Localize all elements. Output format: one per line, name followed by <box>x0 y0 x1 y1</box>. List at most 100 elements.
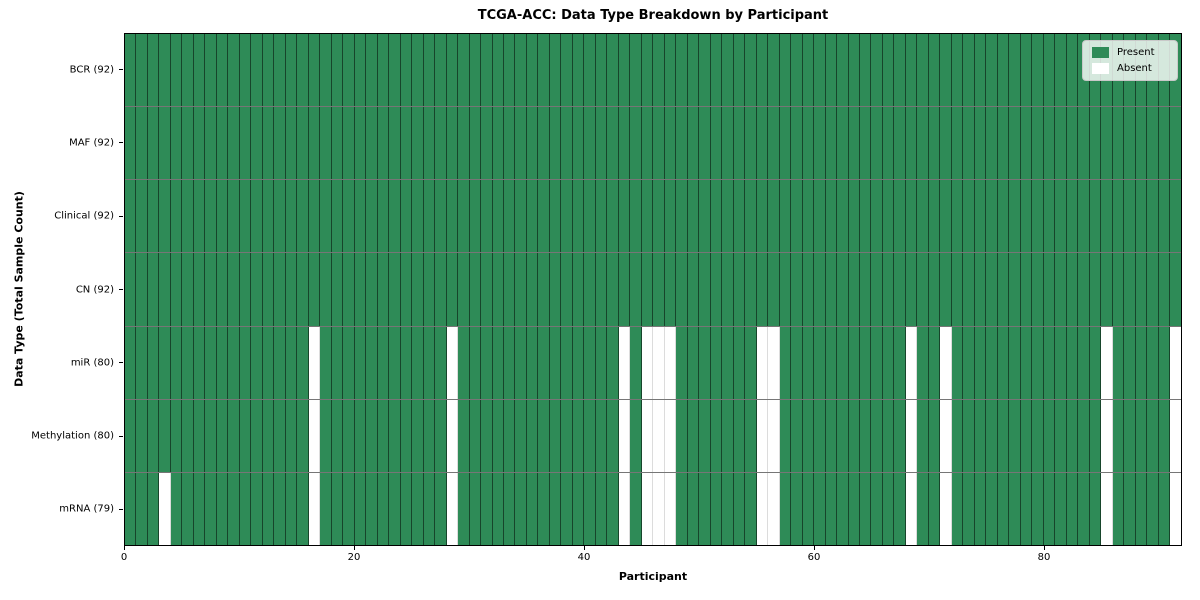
heatmap-cell <box>997 326 1010 399</box>
heatmap-cell <box>1020 472 1033 545</box>
heatmap-cell <box>469 253 482 326</box>
heatmap-cell <box>745 399 757 472</box>
heatmap-cell <box>412 180 424 253</box>
heatmap-cell <box>768 399 780 472</box>
heatmap-cell <box>205 253 217 326</box>
heatmap-cell <box>710 180 723 253</box>
heatmap-cell <box>274 180 286 253</box>
legend-item-present: Present <box>1092 47 1168 58</box>
heatmap-cell <box>584 326 596 399</box>
heatmap-cell <box>262 472 275 545</box>
heatmap-cell <box>641 180 654 253</box>
plot-area <box>124 33 1182 546</box>
heatmap-cell <box>549 399 562 472</box>
heatmap-cell <box>549 326 562 399</box>
heatmap-cell <box>1032 472 1044 545</box>
heatmap-cell <box>400 34 413 107</box>
heatmap-cell <box>285 180 298 253</box>
heatmap-cell <box>664 326 677 399</box>
heatmap-cell <box>1078 107 1090 180</box>
heatmap-cell <box>400 472 413 545</box>
heatmap-cell <box>354 472 367 545</box>
heatmap-cell <box>722 326 734 399</box>
heatmap-cell <box>974 34 987 107</box>
heatmap-cell <box>779 180 792 253</box>
heatmap-cell <box>595 253 608 326</box>
heatmap-cell <box>377 399 390 472</box>
heatmap-cell <box>274 326 286 399</box>
heatmap-cell <box>699 472 711 545</box>
heatmap-cell <box>837 34 849 107</box>
heatmap-cell <box>630 399 642 472</box>
heatmap-cell <box>1170 253 1181 326</box>
heatmap-cell <box>170 34 183 107</box>
heatmap-cell <box>125 326 137 399</box>
heatmap-cell <box>561 34 573 107</box>
heatmap-cell <box>1124 399 1136 472</box>
heatmap-cell <box>1055 399 1067 472</box>
heatmap-cell <box>756 107 769 180</box>
heatmap-cell <box>630 253 642 326</box>
heatmap-cell <box>722 472 734 545</box>
heatmap-cell <box>538 180 550 253</box>
y-axis-label: Data Type (Total Sample Count) <box>12 191 26 387</box>
heatmap-cell <box>526 253 539 326</box>
heatmap-cell <box>882 326 895 399</box>
heatmap-cell <box>607 253 619 326</box>
x-tick-mark <box>814 546 815 550</box>
heatmap-cell <box>618 399 631 472</box>
heatmap-cell <box>193 399 206 472</box>
heatmap-cell <box>343 180 355 253</box>
heatmap-cell <box>1009 472 1021 545</box>
heatmap-cell <box>538 34 550 107</box>
heatmap-cell <box>882 253 895 326</box>
heatmap-cell <box>538 326 550 399</box>
heatmap-cell <box>170 326 183 399</box>
heatmap-cell <box>814 34 826 107</box>
heatmap-cell <box>1032 399 1044 472</box>
heatmap-cell <box>676 180 688 253</box>
y-tick-label: CN (92) <box>75 284 114 295</box>
heatmap-cell <box>481 107 493 180</box>
heatmap-row <box>125 34 1181 108</box>
heatmap-cell <box>837 472 849 545</box>
heatmap-cell <box>894 253 906 326</box>
heatmap-cell <box>492 399 504 472</box>
heatmap-cell <box>1101 180 1113 253</box>
heatmap-cell <box>239 399 252 472</box>
heatmap-cell <box>331 326 344 399</box>
heatmap-cell <box>308 253 321 326</box>
heatmap-cell <box>423 399 436 472</box>
heatmap-cell <box>216 326 229 399</box>
heatmap-cell <box>469 107 482 180</box>
heatmap-cell <box>354 399 367 472</box>
heatmap-cell <box>733 34 746 107</box>
x-tick-label: 40 <box>577 552 591 563</box>
heatmap-cell <box>308 34 321 107</box>
heatmap-cell <box>825 107 838 180</box>
heatmap-cell <box>940 399 952 472</box>
heatmap-cell <box>974 253 987 326</box>
heatmap-cell <box>1020 34 1033 107</box>
heatmap-cell <box>814 399 826 472</box>
heatmap-cell <box>986 107 998 180</box>
heatmap-cell <box>125 253 137 326</box>
heatmap-cell <box>159 34 171 107</box>
heatmap-cell <box>320 107 332 180</box>
heatmap-cell <box>182 472 194 545</box>
heatmap-cell <box>458 34 470 107</box>
heatmap-cell <box>343 107 355 180</box>
heatmap-cell <box>871 472 883 545</box>
heatmap-cell <box>641 472 654 545</box>
heatmap-cell <box>481 253 493 326</box>
heatmap-cell <box>1112 107 1125 180</box>
heatmap-cell <box>756 326 769 399</box>
heatmap-cell <box>1043 472 1056 545</box>
heatmap-cell <box>354 253 367 326</box>
heatmap-cell <box>905 34 918 107</box>
heatmap-cell <box>1055 472 1067 545</box>
heatmap-cell <box>607 34 619 107</box>
heatmap-cell <box>710 472 723 545</box>
heatmap-cell <box>1112 472 1125 545</box>
heatmap-cell <box>1020 253 1033 326</box>
